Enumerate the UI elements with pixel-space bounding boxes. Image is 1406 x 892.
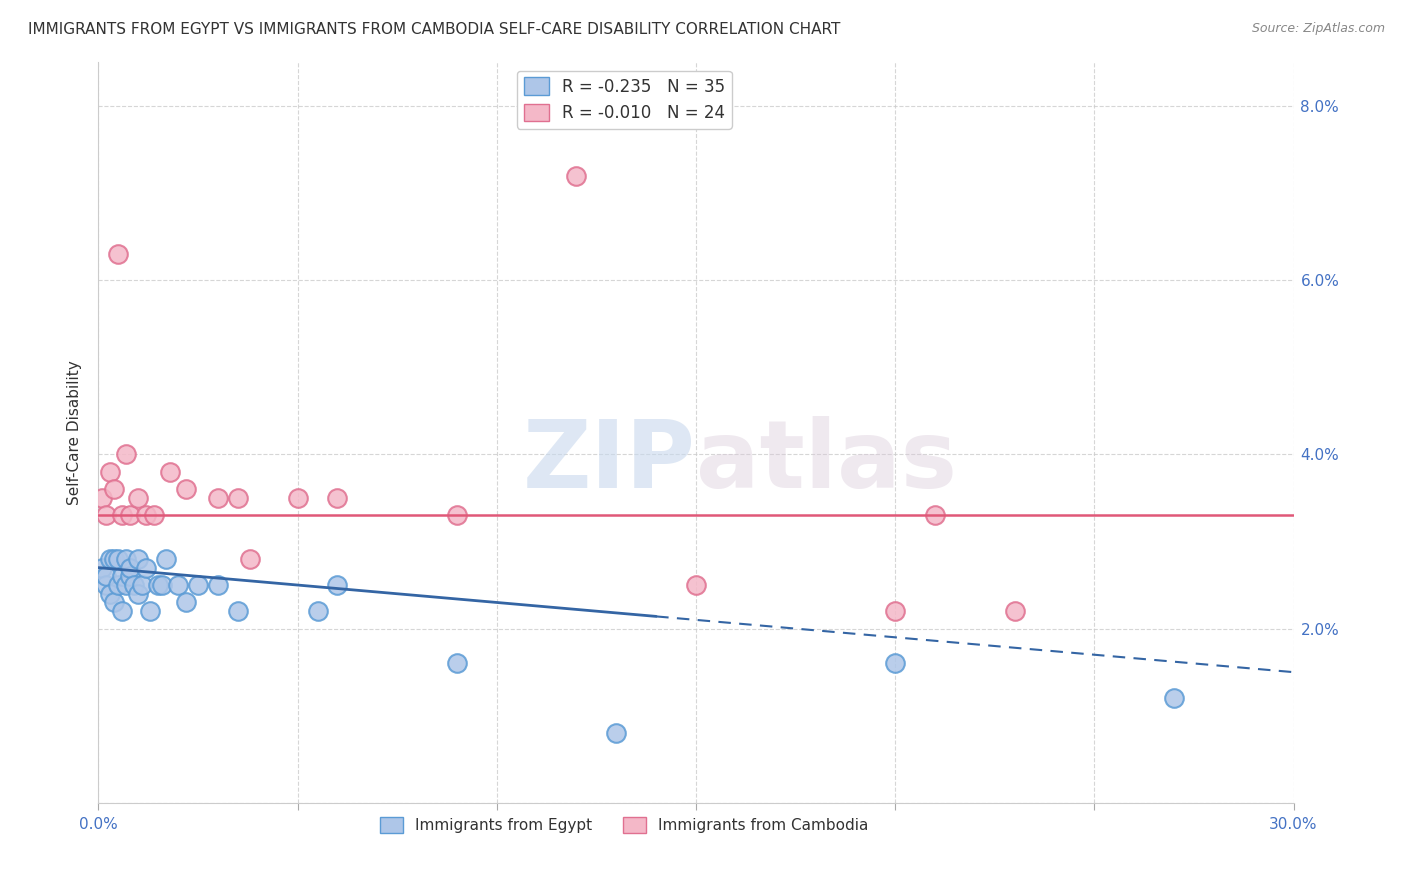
Y-axis label: Self-Care Disability: Self-Care Disability <box>67 360 83 505</box>
Point <box>207 491 229 505</box>
Text: ZIP: ZIP <box>523 417 696 508</box>
Point <box>1004 604 1026 618</box>
Point <box>131 578 153 592</box>
Point <box>174 482 197 496</box>
Point <box>98 465 122 479</box>
Point <box>96 578 118 592</box>
Point <box>120 508 142 523</box>
Point <box>924 508 946 523</box>
Point <box>167 578 190 592</box>
Point <box>159 465 181 479</box>
Point <box>150 578 173 592</box>
Point <box>107 578 129 592</box>
Point <box>96 508 118 523</box>
Point <box>326 491 349 505</box>
Point <box>111 604 134 618</box>
Point <box>174 595 197 609</box>
Point <box>120 569 142 583</box>
Point <box>103 595 125 609</box>
Point <box>446 657 468 671</box>
Point <box>115 578 138 592</box>
Point <box>124 578 146 592</box>
Point <box>103 552 125 566</box>
Point <box>115 552 138 566</box>
Point <box>111 569 134 583</box>
Point <box>111 508 134 523</box>
Legend: Immigrants from Egypt, Immigrants from Cambodia: Immigrants from Egypt, Immigrants from C… <box>374 812 875 839</box>
Point <box>91 560 114 574</box>
Point <box>115 447 138 461</box>
Point <box>148 578 170 592</box>
Point <box>239 552 262 566</box>
Point <box>685 578 707 592</box>
Point <box>187 578 209 592</box>
Point <box>143 508 166 523</box>
Point <box>155 552 177 566</box>
Point <box>96 569 118 583</box>
Text: Source: ZipAtlas.com: Source: ZipAtlas.com <box>1251 22 1385 36</box>
Point <box>127 491 149 505</box>
Point <box>884 657 907 671</box>
Point <box>91 491 114 505</box>
Point <box>884 604 907 618</box>
Point <box>107 552 129 566</box>
Point <box>326 578 349 592</box>
Point <box>207 578 229 592</box>
Point <box>226 491 249 505</box>
Point <box>127 552 149 566</box>
Text: atlas: atlas <box>696 417 957 508</box>
Point <box>98 552 122 566</box>
Point <box>226 604 249 618</box>
Point <box>120 560 142 574</box>
Point <box>1163 691 1185 706</box>
Point <box>103 482 125 496</box>
Point <box>135 508 157 523</box>
Point <box>605 726 627 740</box>
Point <box>127 587 149 601</box>
Point <box>446 508 468 523</box>
Point <box>135 560 157 574</box>
Point <box>139 604 162 618</box>
Point <box>307 604 329 618</box>
Point <box>107 247 129 261</box>
Point <box>98 587 122 601</box>
Point <box>565 169 588 183</box>
Point <box>287 491 309 505</box>
Text: IMMIGRANTS FROM EGYPT VS IMMIGRANTS FROM CAMBODIA SELF-CARE DISABILITY CORRELATI: IMMIGRANTS FROM EGYPT VS IMMIGRANTS FROM… <box>28 22 841 37</box>
